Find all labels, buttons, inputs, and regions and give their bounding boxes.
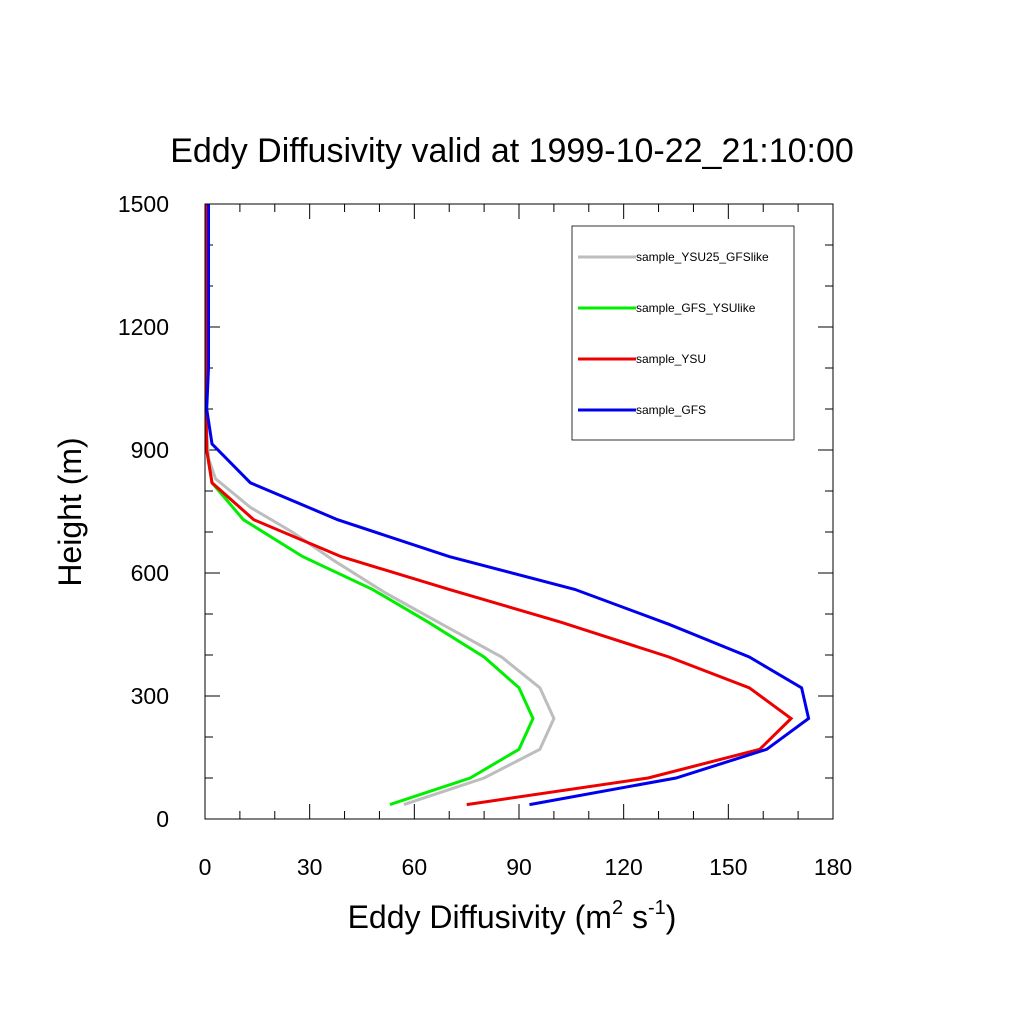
- x-tick-label: 120: [604, 854, 642, 880]
- series-lines: [204, 204, 811, 807]
- y-tick-label: 600: [131, 560, 169, 586]
- legend-label: sample_GFS: [636, 403, 706, 417]
- x-tick-label: 90: [506, 854, 532, 880]
- plot-frame: [204, 203, 834, 820]
- x-tick-label: 180: [814, 854, 852, 880]
- series-line: [205, 204, 811, 807]
- series-line: [204, 204, 556, 807]
- x-axis-title: Eddy Diffusivity (m2 s-1): [348, 897, 677, 935]
- legend-label: sample_YSU: [636, 352, 706, 366]
- x-axis-title-sup2: -1: [648, 897, 666, 919]
- x-axis-title-sup1: 2: [612, 897, 623, 919]
- series-line: [204, 204, 535, 807]
- y-tick-label: 900: [131, 437, 169, 463]
- y-axis-title: Height (m): [52, 437, 88, 586]
- y-tick-label: 300: [131, 683, 169, 709]
- x-tick-label: 0: [199, 854, 212, 880]
- x-axis-title-end: ): [666, 899, 677, 935]
- legend: sample_YSU25_GFSlike sample_GFS_YSUlikesa…: [571, 225, 795, 441]
- x-tick-label: 30: [297, 854, 323, 880]
- x-tick-label: 150: [709, 854, 747, 880]
- x-axis-title-base: Eddy Diffusivity (m: [348, 899, 612, 935]
- series-line: [204, 204, 794, 807]
- legend-label: sample_GFS_YSUlike: [636, 301, 756, 315]
- y-tick-label: 1200: [118, 314, 169, 340]
- tick-labels: 0 30 60 90 120 150 180 0 300 600 900 1200 1500: [118, 191, 852, 880]
- y-tick-label: 0: [156, 806, 169, 832]
- y-tick-label: 1500: [118, 191, 169, 217]
- chart-title: Eddy Diffusivity valid at 1999-10-22_21:…: [170, 132, 854, 170]
- legend-box: [571, 225, 795, 441]
- legend-label: sample_YSU25_GFSlike: [636, 250, 769, 264]
- x-axis-title-mid: s: [623, 899, 648, 935]
- x-tick-label: 60: [402, 854, 428, 880]
